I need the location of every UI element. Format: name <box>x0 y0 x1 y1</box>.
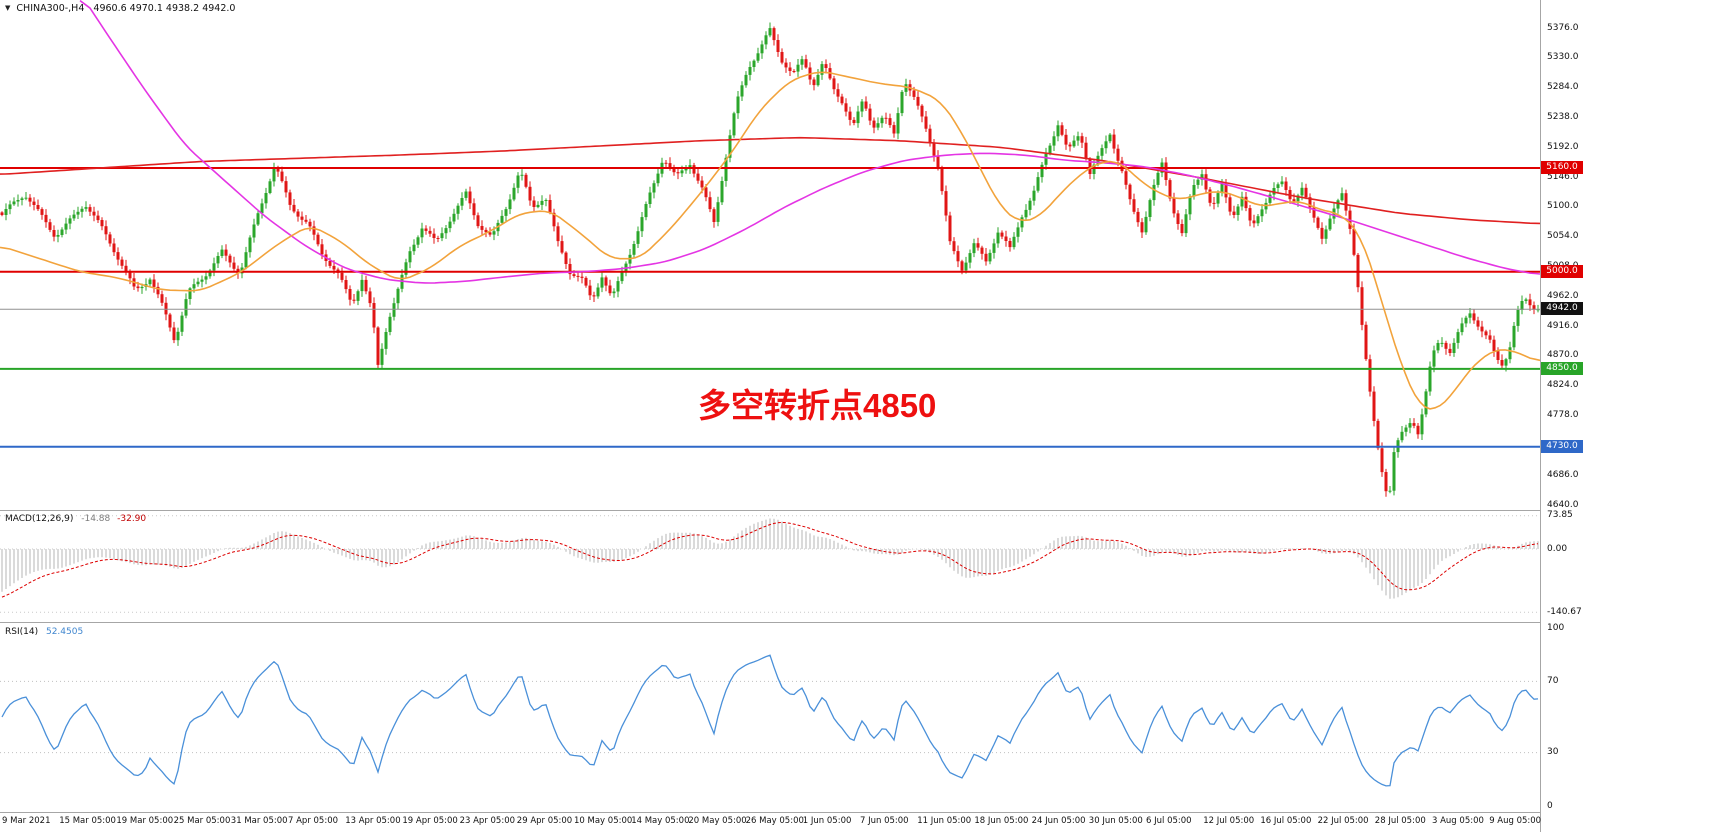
time-tick-label: 1 Jun 05:00 <box>802 816 852 826</box>
time-tick-label: 18 Jun 05:00 <box>974 816 1029 826</box>
level-price-badge: 5160.0 <box>1541 160 1583 174</box>
time-tick-label: 10 May 05:00 <box>574 816 633 826</box>
macd-signal-line <box>1 521 1539 598</box>
time-tick-label: 13 Apr 05:00 <box>345 816 401 826</box>
scale-divider[interactable] <box>1540 0 1541 832</box>
price-tick-label: 4686.0 <box>1547 469 1579 480</box>
macd-axis-label: 73.85 <box>1547 510 1573 521</box>
rsi-name: RSI(14) <box>5 627 39 637</box>
price-tick-label: 5146.0 <box>1547 171 1579 182</box>
time-tick-label: 14 May 05:00 <box>631 816 690 826</box>
price-tick-label: 4962.0 <box>1547 290 1579 301</box>
rsi-line <box>1 654 1539 787</box>
level-price-badge: 4730.0 <box>1541 439 1583 453</box>
macd-axis-label: 0.00 <box>1547 543 1568 554</box>
main-price-panel[interactable] <box>0 0 1540 497</box>
price-tick-label: 5192.0 <box>1547 141 1579 152</box>
time-tick-label: 25 Mar 05:00 <box>173 816 231 826</box>
time-tick-label: 20 May 05:00 <box>688 816 747 826</box>
ohlc-values: 4960.6 4970.1 4938.2 4942.0 <box>93 3 236 14</box>
time-tick-label: 9 Aug 05:00 <box>1489 816 1542 826</box>
time-tick-label: 9 Mar 2021 <box>2 816 51 826</box>
time-tick-label: 7 Apr 05:00 <box>288 816 339 826</box>
macd-signal-value: -32.90 <box>117 514 147 524</box>
time-tick-label: 30 Jun 05:00 <box>1088 816 1143 826</box>
panel-divider-macd[interactable] <box>0 510 1731 511</box>
price-axis[interactable]: 5376.0 5330.0 5284.0 5238.0 5192.0 5146.0 5100… <box>1541 0 1731 832</box>
time-tick-label: 12 Jul 05:00 <box>1203 816 1255 826</box>
price-tick-label: 5284.0 <box>1547 82 1579 93</box>
level-price-badge: 5000.0 <box>1541 264 1583 278</box>
level-price-badge: 4850.0 <box>1541 361 1583 375</box>
symbol-timeframe-label: CHINA300-,H4 <box>16 3 85 14</box>
rsi-axis-label: 0 <box>1547 800 1553 811</box>
chart-canvas[interactable] <box>0 0 1540 832</box>
price-tick-label: 5054.0 <box>1547 231 1579 242</box>
time-tick-label: 11 Jun 05:00 <box>917 816 972 826</box>
price-tick-label: 4916.0 <box>1547 320 1579 331</box>
time-tick-label: 15 Mar 05:00 <box>59 816 116 826</box>
time-tick-label: 16 Jul 05:00 <box>1260 816 1312 826</box>
price-tick-label: 4824.0 <box>1547 380 1579 391</box>
time-tick-label: 7 Jun 05:00 <box>860 816 909 826</box>
price-tick-label: 4870.0 <box>1547 350 1579 361</box>
price-tick-label: 4778.0 <box>1547 410 1579 421</box>
price-tick-label: 5330.0 <box>1547 52 1579 63</box>
time-tick-label: 23 Apr 05:00 <box>459 816 516 826</box>
fast-orange-ma <box>0 71 1540 410</box>
time-axis[interactable]: 9 Mar 2021 15 Mar 05:00 19 Mar 05:00 25 Mar… <box>0 813 1542 832</box>
time-tick-label: 22 Jul 05:00 <box>1317 816 1369 826</box>
time-tick-label: 24 Jun 05:00 <box>1031 816 1086 826</box>
panel-divider-rsi[interactable] <box>0 622 1731 623</box>
rsi-indicator-label: RSI(14) 52.4505 <box>5 627 83 637</box>
time-tick-label: 3 Aug 05:00 <box>1432 816 1484 826</box>
price-tick-label: 5238.0 <box>1547 111 1579 122</box>
time-tick-label: 29 Apr 05:00 <box>516 816 573 826</box>
rsi-axis-label: 100 <box>1547 622 1565 633</box>
rsi-value: 52.4505 <box>45 627 84 637</box>
macd-panel[interactable] <box>0 515 1540 613</box>
symbol-legend: ▼ CHINA300-,H4 4960.6 4970.1 4938.2 4942… <box>5 3 235 14</box>
time-tick-label: 19 Apr 05:00 <box>402 816 458 826</box>
time-tick-label: 31 Mar 05:00 <box>230 816 288 826</box>
time-tick-label: 6 Jul 05:00 <box>1146 816 1192 826</box>
slow-red-ma <box>0 136 1540 225</box>
price-tick-label: 4640.0 <box>1547 499 1579 510</box>
time-tick-label: 19 Mar 05:00 <box>116 816 174 826</box>
macd-axis-label: -140.67 <box>1547 606 1582 617</box>
time-tick-label: 28 Jul 05:00 <box>1374 816 1426 826</box>
rsi-axis-label: 30 <box>1547 747 1559 758</box>
macd-main-value: -14.88 <box>81 514 111 524</box>
medium-magenta-ma <box>79 0 1540 284</box>
current-price-badge: 4942.0 <box>1541 302 1583 316</box>
chart-annotation-text[interactable]: 多空转折点4850 <box>698 387 937 424</box>
price-tick-label: 5376.0 <box>1547 22 1579 33</box>
price-tick-label: 5100.0 <box>1547 201 1579 212</box>
symbol-marker-icon: ▼ <box>5 4 11 12</box>
panel-divider-time[interactable] <box>0 812 1731 813</box>
rsi-panel[interactable] <box>0 654 1540 787</box>
time-tick-label: 26 May 05:00 <box>745 816 804 826</box>
macd-indicator-label: MACD(12,26,9) -14.88 -32.90 <box>5 514 146 524</box>
macd-name: MACD(12,26,9) <box>5 514 74 524</box>
rsi-axis-label: 70 <box>1547 675 1559 686</box>
